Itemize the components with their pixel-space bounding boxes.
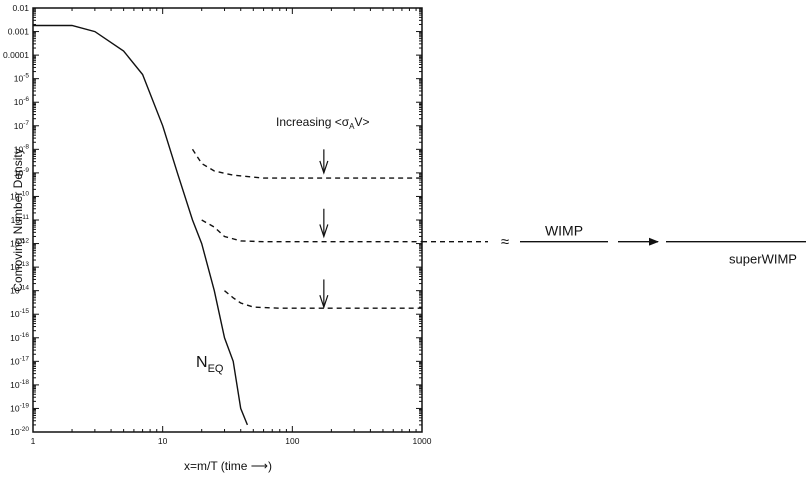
y-tick-label: 0.001 bbox=[8, 27, 30, 37]
increasing-arrow-head bbox=[319, 294, 329, 310]
y-tick-exponent: -11 bbox=[20, 214, 29, 221]
equilibrium-curve bbox=[33, 24, 249, 426]
y-tick-base: 10 bbox=[10, 380, 20, 390]
y-tick-base: 10 bbox=[14, 97, 24, 107]
y-tick-label: 10-19 bbox=[10, 402, 29, 413]
superwimp-label: superWIMP bbox=[729, 252, 797, 267]
y-tick-label: 10-8 bbox=[14, 143, 30, 154]
series-layer bbox=[33, 24, 422, 426]
increasing-arrows bbox=[319, 149, 329, 310]
y-tick-exponent: -7 bbox=[23, 120, 29, 127]
y-tick-base: 10 bbox=[10, 356, 20, 366]
wimp-label: WIMP bbox=[545, 223, 583, 239]
y-tick-exponent: -5 bbox=[23, 73, 29, 80]
y-tick-base: 10 bbox=[10, 309, 20, 319]
freezeout-curve-1 bbox=[191, 148, 422, 179]
y-tick-exponent: -16 bbox=[20, 332, 30, 339]
y-tick-exponent: -8 bbox=[23, 143, 29, 150]
y-tick-label: 10-5 bbox=[14, 73, 30, 84]
y-tick-label: 0.01 bbox=[12, 3, 29, 13]
y-tick-base: 10 bbox=[11, 215, 21, 225]
y-tick-base: 10 bbox=[10, 262, 20, 272]
y-tick-exponent: -15 bbox=[20, 308, 30, 315]
y-tick-base: 10 bbox=[10, 191, 20, 201]
x-tick-label: 10 bbox=[158, 436, 168, 446]
y-tick-base: 10 bbox=[14, 144, 24, 154]
y-tick-base: 10 bbox=[10, 333, 20, 343]
neq-label-sub: EQ bbox=[208, 363, 224, 375]
y-tick-exponent: -17 bbox=[20, 355, 30, 362]
neq-label-base: N bbox=[196, 354, 208, 371]
increasing-label-suffix: V> bbox=[354, 115, 369, 129]
x-tick-label: 1 bbox=[31, 436, 36, 446]
increasing-label-prefix: Increasing <σ bbox=[276, 115, 350, 129]
increasing-label: Increasing <σAV> bbox=[276, 115, 369, 131]
x-tick-label: 100 bbox=[285, 436, 299, 446]
y-tick-exponent: -20 bbox=[20, 426, 30, 433]
y-tick-base: 10 bbox=[14, 74, 24, 84]
y-tick-label: 10-6 bbox=[14, 96, 30, 107]
y-tick-label: 10-12 bbox=[10, 238, 29, 249]
y-tick-label: 10-9 bbox=[14, 167, 30, 178]
y-tick-base: 10 bbox=[10, 286, 20, 296]
y-tick-exponent: -18 bbox=[20, 379, 30, 386]
increasing-label-sub: A bbox=[349, 122, 355, 131]
y-tick-exponent: -12 bbox=[20, 238, 30, 245]
axis-break-symbol: ≈ bbox=[501, 234, 509, 251]
x-tick-label: 1000 bbox=[413, 436, 432, 446]
y-tick-base: 10 bbox=[10, 427, 20, 437]
y-tick-base: 10 bbox=[14, 168, 24, 178]
y-tick-label: 10-14 bbox=[10, 285, 29, 296]
y-tick-base: 10 bbox=[10, 403, 20, 413]
y-tick-label: 10-10 bbox=[10, 190, 29, 201]
y-tick-label: 10-7 bbox=[14, 120, 30, 131]
y-tick-label: 10-17 bbox=[10, 355, 29, 366]
y-tick-exponent: -10 bbox=[20, 190, 30, 197]
freezeout-curve-3 bbox=[224, 290, 422, 309]
freezeout-curve-2 bbox=[201, 219, 422, 243]
increasing-arrow-head bbox=[319, 224, 329, 239]
x-axis-ticks: 1 10 100 1000 bbox=[31, 8, 432, 446]
y-tick-label: 10-18 bbox=[10, 379, 29, 390]
y-tick-exponent: -19 bbox=[20, 402, 30, 409]
y-tick-base: 10 bbox=[14, 121, 24, 131]
y-tick-exponent: -9 bbox=[23, 167, 29, 174]
y-tick-base: 10 bbox=[10, 239, 20, 249]
x-axis-label: x=m/T (time ⟶) bbox=[184, 459, 272, 473]
y-tick-label: 10-20 bbox=[10, 426, 29, 437]
y-tick-exponent: -14 bbox=[20, 285, 30, 292]
plot-frame bbox=[32, 7, 423, 433]
y-axis-label: Comoving Number Density bbox=[11, 148, 25, 291]
neq-label: NEQ bbox=[196, 354, 224, 375]
y-tick-label: 10-13 bbox=[10, 261, 29, 272]
y-tick-label: 0.0001 bbox=[3, 50, 29, 60]
y-tick-label: 10-11 bbox=[11, 214, 30, 225]
y-tick-exponent: -13 bbox=[20, 261, 30, 268]
y-axis-ticks: 0.010.0010.000110-510-610-710-810-910-10… bbox=[3, 3, 422, 437]
y-tick-label: 10-16 bbox=[10, 332, 29, 343]
y-tick-exponent: -6 bbox=[23, 96, 29, 103]
y-tick-label: 10-15 bbox=[10, 308, 29, 319]
increasing-arrow-head bbox=[319, 160, 329, 175]
